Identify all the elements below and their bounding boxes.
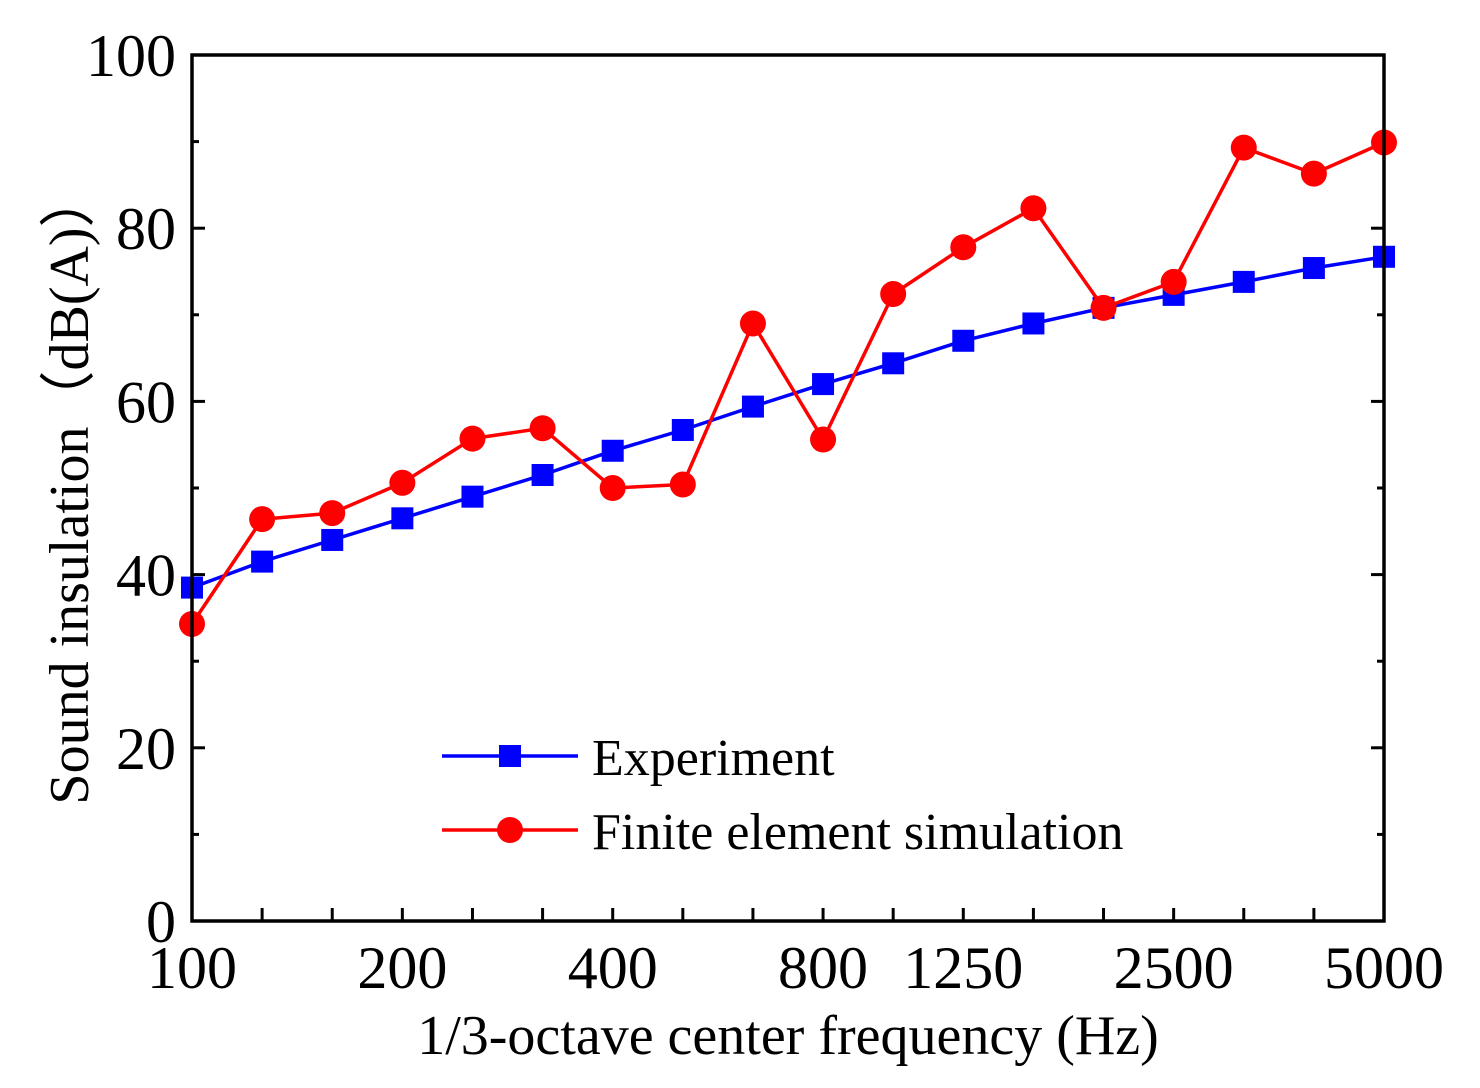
series-experiment [181,245,1395,599]
plot-frame [190,53,1386,923]
tick-labels: 0 20 40 60 80 100 100 200 400 800 1250 2500 5000 [86,23,1444,1001]
data-point-experiment-800 [812,373,835,396]
y-tick-label-80: 80 [116,196,176,262]
x-tick-label-400: 400 [568,935,658,1001]
data-point-finite-element-simulation-3150 [1230,134,1257,161]
legend-marker-simulation [497,817,523,843]
data-point-experiment-315 [531,464,554,487]
y-tick-label-0: 0 [146,889,176,955]
data-point-finite-element-simulation-125 [249,506,276,533]
x-tick-label-2500: 2500 [1114,935,1234,1001]
data-point-finite-element-simulation-315 [529,415,556,442]
data-point-experiment-630 [741,395,764,418]
plot-background [192,55,1384,921]
x-tick-label-100: 100 [147,935,237,1001]
legend-marker-experiment [499,745,521,767]
data-point-finite-element-simulation-250 [459,425,486,452]
x-tick-label-200: 200 [357,935,447,1001]
data-point-experiment-200 [391,507,414,530]
data-point-experiment-160 [321,528,344,551]
data-point-experiment-1000 [882,352,905,375]
data-point-finite-element-simulation-630 [739,310,766,337]
x-tick-label-1250: 1250 [903,935,1023,1001]
data-point-finite-element-simulation-4000 [1300,160,1327,187]
x-tick-label-800: 800 [778,935,868,1001]
data-point-experiment-1250 [952,329,975,352]
data-point-finite-element-simulation-160 [319,500,346,527]
series-line-experiment [191,255,1385,590]
y-tick-label-100: 100 [86,23,176,89]
y-tick-label-40: 40 [116,543,176,609]
y-axis-title: Sound insulation（dB(A)） [39,171,101,804]
data-point-experiment-400 [601,439,624,462]
data-point-experiment-500 [671,418,694,441]
data-series [179,129,1397,637]
data-point-experiment-3150 [1232,270,1255,293]
data-point-experiment-1600 [1022,312,1045,335]
data-point-finite-element-simulation-2000 [1090,294,1117,321]
y-tick-label-60: 60 [116,369,176,435]
data-point-experiment-250 [461,485,484,508]
y-tick-label-20: 20 [116,716,176,782]
data-point-finite-element-simulation-2500 [1160,268,1187,295]
x-axis-title: 1/3-octave center frequency (Hz) [417,1005,1159,1067]
legend: Experiment Finite element simulation [442,730,1123,861]
data-point-finite-element-simulation-500 [669,471,696,498]
x-tick-label-5000: 5000 [1324,935,1444,1001]
series-finite-element-simulation [179,129,1397,637]
legend-label-simulation: Finite element simulation [592,804,1123,861]
legend-label-experiment: Experiment [592,730,835,787]
data-point-finite-element-simulation-800 [810,426,837,453]
data-point-finite-element-simulation-1600 [1020,195,1047,222]
data-point-experiment-125 [251,550,274,573]
data-point-finite-element-simulation-400 [599,475,626,501]
data-point-experiment-4000 [1302,257,1325,280]
data-point-finite-element-simulation-200 [389,469,416,496]
data-point-finite-element-simulation-1000 [880,281,907,308]
data-point-finite-element-simulation-1250 [950,234,977,261]
